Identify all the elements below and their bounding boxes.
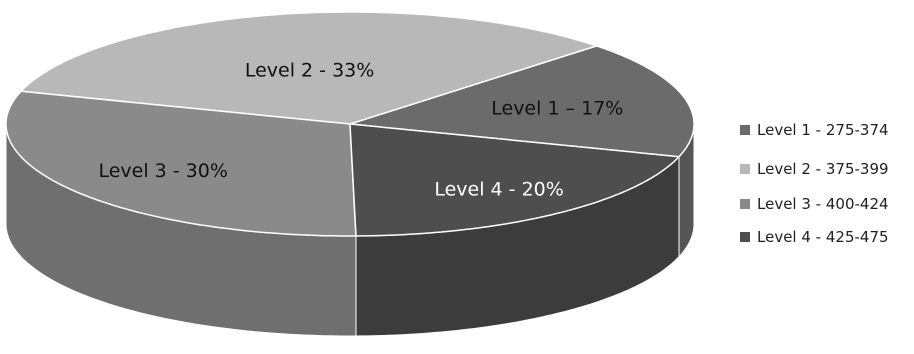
legend-item-level-4: Level 4 - 425-475: [740, 228, 889, 246]
legend: Level 1 - 275-374 Level 2 - 375-399 Leve…: [740, 121, 889, 246]
pie-slice-level-1: [349, 45, 695, 158]
data-label-level-3: Level 3 - 30%: [98, 160, 227, 182]
legend-label-level-1: Level 1 - 275-374: [757, 121, 889, 139]
legend-label-level-4: Level 4 - 425-475: [757, 228, 889, 246]
legend-swatch-level-4: [740, 232, 750, 242]
pie-slice-level-2: [19, 11, 600, 125]
legend-swatch-level-2: [740, 164, 750, 174]
legend-swatch-level-1: [740, 125, 750, 135]
legend-swatch-level-3: [740, 199, 750, 209]
data-label-level-4: Level 4 - 20%: [434, 178, 563, 200]
slice-labels: Level 1 – 17% Level 2 - 33% Level 3 - 30% L…: [98, 60, 623, 201]
pie-sides: [5, 124, 695, 337]
legend-label-level-2: Level 2 - 375-399: [757, 160, 889, 178]
data-label-level-1: Level 1 – 17%: [491, 98, 623, 120]
pie-slice-level-3: [5, 90, 357, 237]
data-label-level-2: Level 2 - 33%: [245, 60, 374, 82]
legend-item-level-3: Level 3 - 400-424: [740, 195, 889, 213]
pie-slices: [5, 11, 695, 237]
legend-item-level-1: Level 1 - 275-374: [740, 121, 889, 139]
pie-slice-level-4: [349, 123, 681, 237]
legend-label-level-3: Level 3 - 400-424: [757, 195, 889, 213]
legend-item-level-2: Level 2 - 375-399: [740, 160, 889, 178]
